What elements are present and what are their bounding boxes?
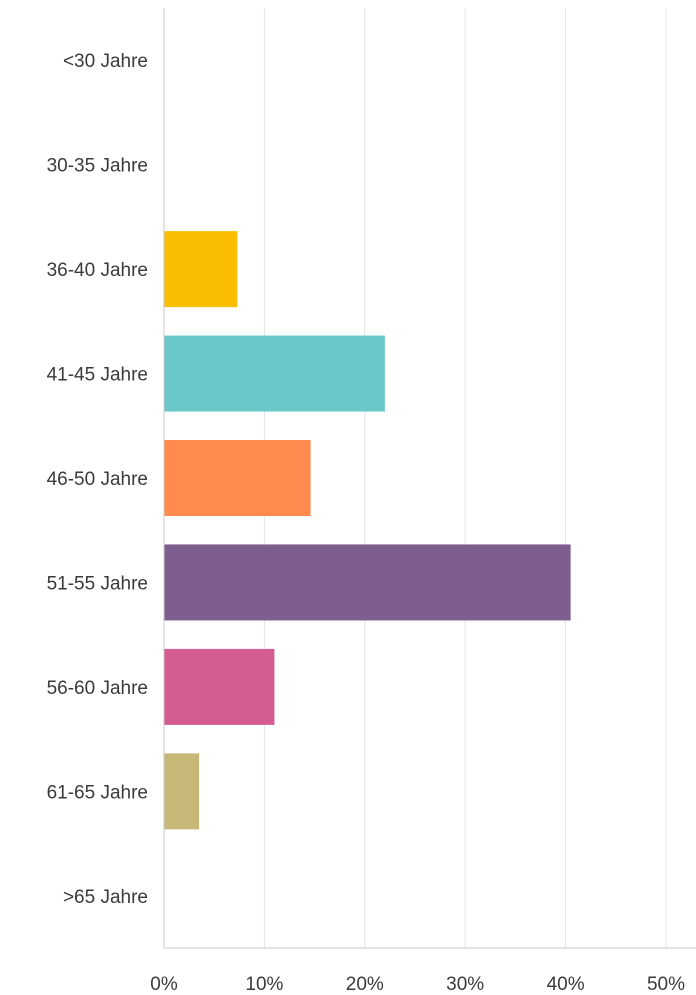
x-tick-label: 50% xyxy=(647,974,685,995)
bars xyxy=(164,231,571,830)
category-label: 56-60 Jahre xyxy=(47,678,148,699)
category-label: 30-35 Jahre xyxy=(47,156,148,177)
bar xyxy=(164,440,311,516)
bar xyxy=(164,753,200,830)
x-tick-label: 20% xyxy=(346,974,384,995)
category-labels: <30 Jahre 30-35 Jahre 36-40 Jahre 41-45 Jah… xyxy=(47,51,148,908)
bar xyxy=(164,335,385,412)
category-label: <30 Jahre xyxy=(63,51,148,72)
x-tick-label: 40% xyxy=(547,974,585,995)
x-tick-label: 30% xyxy=(446,974,484,995)
category-label: >65 Jahre xyxy=(63,887,148,908)
bar xyxy=(164,231,238,308)
x-tick-label: 10% xyxy=(245,974,283,995)
grid-lines xyxy=(263,8,667,948)
category-label: 41-45 Jahre xyxy=(47,365,148,386)
category-label: 51-55 Jahre xyxy=(47,573,148,594)
category-label: 36-40 Jahre xyxy=(47,260,148,281)
bar xyxy=(164,648,275,725)
bar xyxy=(164,544,571,621)
category-label: 46-50 Jahre xyxy=(47,469,148,490)
x-axis-ticks: 0% 10% 20% 30% 40% 50% xyxy=(150,974,685,995)
x-tick-label: 0% xyxy=(150,974,178,995)
category-label: 61-65 Jahre xyxy=(47,782,148,803)
